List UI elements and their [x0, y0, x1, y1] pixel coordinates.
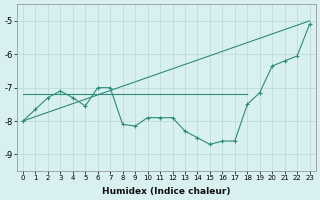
X-axis label: Humidex (Indice chaleur): Humidex (Indice chaleur): [102, 187, 230, 196]
